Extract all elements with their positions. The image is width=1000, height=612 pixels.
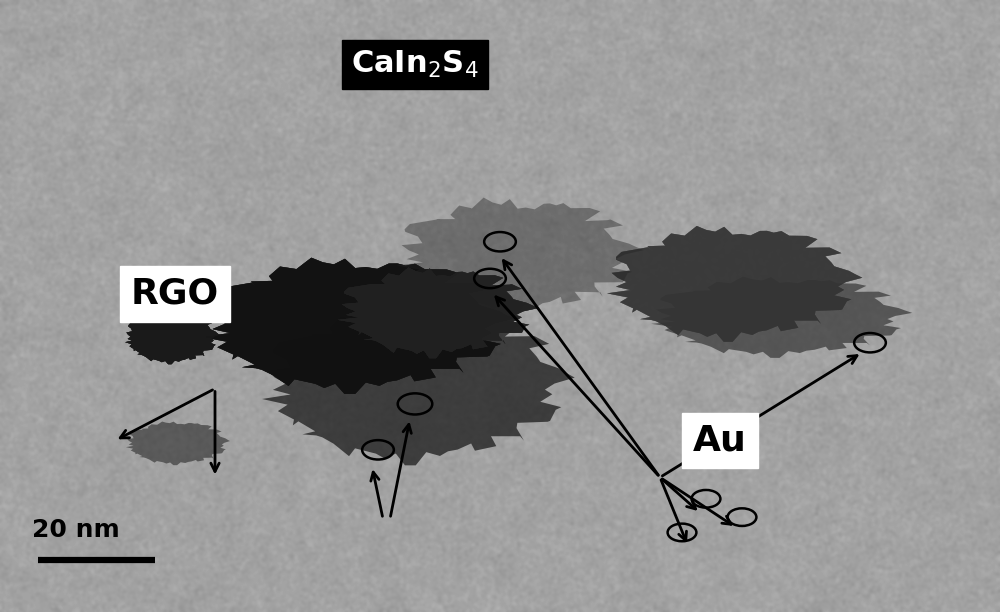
PathPatch shape [126, 422, 230, 465]
PathPatch shape [202, 258, 514, 394]
PathPatch shape [337, 267, 539, 359]
PathPatch shape [337, 267, 539, 359]
PathPatch shape [125, 311, 219, 364]
PathPatch shape [337, 267, 539, 359]
PathPatch shape [337, 267, 539, 359]
PathPatch shape [125, 311, 219, 364]
PathPatch shape [607, 226, 862, 342]
PathPatch shape [125, 311, 219, 364]
Text: Au: Au [693, 424, 747, 458]
PathPatch shape [125, 311, 219, 364]
PathPatch shape [202, 258, 514, 394]
Text: 20 nm: 20 nm [32, 518, 120, 542]
PathPatch shape [607, 226, 862, 342]
PathPatch shape [202, 258, 514, 394]
Text: RGO: RGO [131, 277, 219, 311]
PathPatch shape [651, 277, 912, 358]
PathPatch shape [262, 307, 575, 465]
PathPatch shape [396, 198, 644, 315]
PathPatch shape [125, 311, 219, 364]
PathPatch shape [337, 267, 539, 359]
PathPatch shape [202, 258, 514, 394]
PathPatch shape [607, 226, 862, 342]
PathPatch shape [125, 311, 219, 364]
PathPatch shape [125, 311, 219, 364]
PathPatch shape [607, 226, 862, 342]
PathPatch shape [202, 258, 514, 394]
PathPatch shape [337, 267, 539, 359]
Text: CaIn$_2$S$_4$: CaIn$_2$S$_4$ [351, 49, 479, 80]
PathPatch shape [125, 311, 219, 364]
PathPatch shape [125, 311, 219, 364]
PathPatch shape [337, 267, 539, 359]
